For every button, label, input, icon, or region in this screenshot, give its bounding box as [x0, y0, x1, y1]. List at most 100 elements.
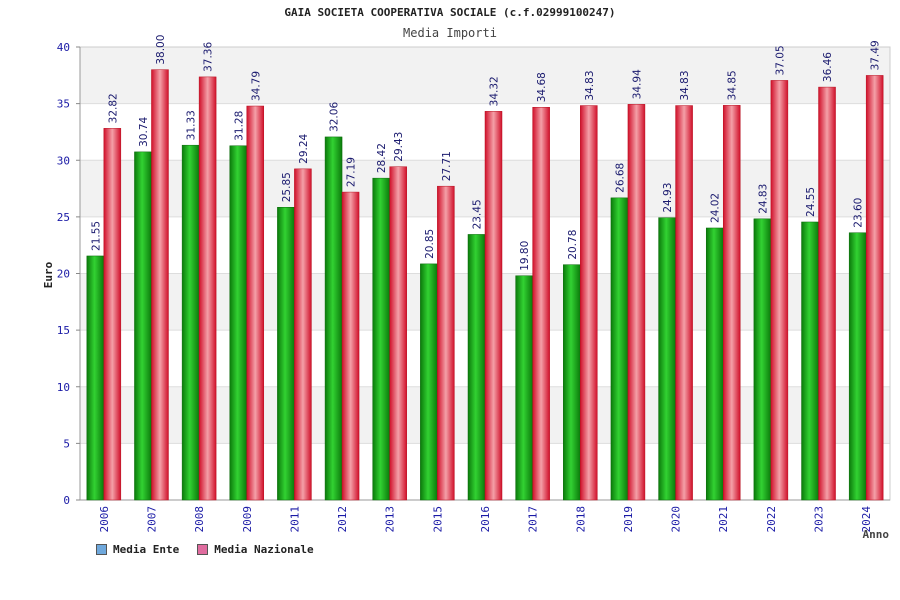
- data-label-nazionale: 34.79: [250, 71, 262, 101]
- x-tick-label: 2013: [384, 506, 397, 533]
- bar-media-nazionale: [818, 86, 836, 501]
- bar-media-ente: [658, 217, 676, 501]
- y-tick-label: 25: [57, 211, 70, 224]
- data-label-ente: 31.28: [233, 111, 245, 141]
- data-label-ente: 28.42: [376, 143, 388, 173]
- y-tick-label: 20: [57, 268, 70, 281]
- bar-media-nazionale: [294, 168, 312, 501]
- y-tick-label: 40: [57, 41, 70, 54]
- y-tick-label: 35: [57, 98, 70, 111]
- data-label-ente: 23.45: [472, 199, 484, 229]
- x-tick-label: 2011: [288, 506, 301, 533]
- bar-media-nazionale: [580, 105, 598, 501]
- x-tick-label: 2018: [574, 506, 587, 533]
- data-label-ente: 26.68: [614, 163, 626, 193]
- data-label-nazionale: 34.85: [727, 70, 739, 100]
- data-label-ente: 24.02: [710, 193, 722, 223]
- bar-media-ente: [229, 145, 248, 501]
- x-tick-label: 2022: [765, 506, 778, 533]
- y-tick-label: 0: [63, 494, 70, 507]
- bar-media-ente: [277, 206, 295, 501]
- y-tick-label: 15: [57, 324, 70, 337]
- x-axis-label: Anno: [863, 528, 890, 541]
- bar-media-ente: [563, 264, 581, 501]
- x-tick-label: 2024: [860, 506, 873, 533]
- bar-media-ente: [610, 197, 629, 501]
- data-label-nazionale: 29.24: [298, 133, 310, 163]
- data-label-nazionale: 29.43: [393, 132, 405, 162]
- data-label-ente: 24.93: [662, 183, 674, 213]
- bar-media-ente: [372, 177, 390, 501]
- data-label-ente: 20.85: [424, 229, 436, 259]
- data-label-ente: 19.80: [519, 241, 531, 271]
- x-tick-label: 2015: [431, 506, 444, 533]
- data-label-nazionale: 38.00: [155, 35, 167, 65]
- legend-swatch-nazionale: [197, 544, 209, 555]
- chart-title: GAIA SOCIETA COOPERATIVA SOCIALE (c.f.02…: [284, 6, 616, 19]
- data-label-nazionale: 37.49: [870, 40, 882, 70]
- x-tick-label: 2007: [145, 506, 158, 533]
- y-tick-label: 5: [63, 437, 70, 450]
- x-tick-label: 2009: [241, 506, 254, 533]
- bar-media-ente: [801, 221, 819, 501]
- bar-media-nazionale: [675, 105, 693, 501]
- chart-subtitle: Media Importi: [403, 26, 497, 40]
- data-label-ente: 32.06: [329, 102, 341, 132]
- data-label-nazionale: 36.46: [822, 52, 834, 82]
- legend-label-nazionale: Media Nazionale: [214, 543, 314, 556]
- bar-media-ente: [848, 232, 867, 501]
- bar-media-ente: [181, 144, 200, 501]
- x-tick-label: 2008: [193, 506, 206, 533]
- x-tick-label: 2012: [336, 506, 349, 533]
- bar-media-nazionale: [865, 75, 884, 501]
- bar-media-nazionale: [341, 191, 360, 501]
- data-label-nazionale: 34.83: [584, 70, 596, 100]
- bar-media-nazionale: [532, 106, 550, 501]
- bar-media-ente: [705, 227, 724, 501]
- x-tick-label: 2023: [813, 506, 826, 533]
- y-tick-label: 10: [57, 381, 70, 394]
- x-tick-label: 2020: [670, 506, 683, 533]
- data-label-nazionale: 27.71: [441, 151, 453, 181]
- bar-media-nazionale: [627, 104, 646, 501]
- y-tick-label: 30: [57, 154, 70, 167]
- data-label-ente: 31.33: [186, 110, 198, 140]
- data-label-ente: 30.74: [138, 116, 150, 146]
- x-tick-label: 2006: [98, 506, 111, 533]
- bar-media-nazionale: [484, 111, 503, 501]
- legend-label-ente: Media Ente: [113, 543, 180, 556]
- bar-media-nazionale: [198, 76, 217, 501]
- data-label-nazionale: 37.36: [203, 42, 215, 72]
- bar-media-nazionale: [151, 69, 169, 501]
- bar-media-ente: [515, 275, 533, 501]
- data-label-ente: 21.55: [90, 221, 102, 251]
- bar-media-nazionale: [722, 105, 741, 501]
- data-label-ente: 23.60: [853, 198, 865, 228]
- x-tick-label: 2017: [527, 506, 540, 533]
- bar-media-nazionale: [389, 166, 407, 501]
- bar-media-ente: [324, 136, 343, 501]
- y-axis-label: Euro: [42, 261, 55, 288]
- x-tick-label: 2016: [479, 506, 492, 533]
- data-label-nazionale: 34.94: [631, 69, 643, 99]
- legend-item-nazionale: Media Nazionale: [197, 543, 314, 556]
- legend-swatch-ente: [96, 544, 107, 555]
- data-label-nazionale: 34.68: [536, 72, 548, 102]
- data-label-ente: 24.55: [805, 187, 817, 217]
- data-label-nazionale: 34.83: [679, 70, 691, 100]
- x-tick-label: 2021: [717, 506, 730, 533]
- data-label-ente: 25.85: [281, 172, 293, 202]
- bar-media-ente: [467, 234, 486, 501]
- data-label-nazionale: 37.05: [774, 45, 786, 75]
- data-label-ente: 24.83: [757, 184, 769, 214]
- x-tick-label: 2019: [622, 506, 635, 533]
- bar-media-nazionale: [246, 105, 265, 501]
- bar-media-ente: [420, 263, 438, 501]
- bar-media-nazionale: [770, 80, 789, 501]
- data-label-nazionale: 32.82: [107, 93, 119, 123]
- bar-media-ente: [753, 218, 772, 501]
- legend-item-ente: Media Ente: [96, 543, 179, 556]
- bar-media-ente: [134, 151, 152, 501]
